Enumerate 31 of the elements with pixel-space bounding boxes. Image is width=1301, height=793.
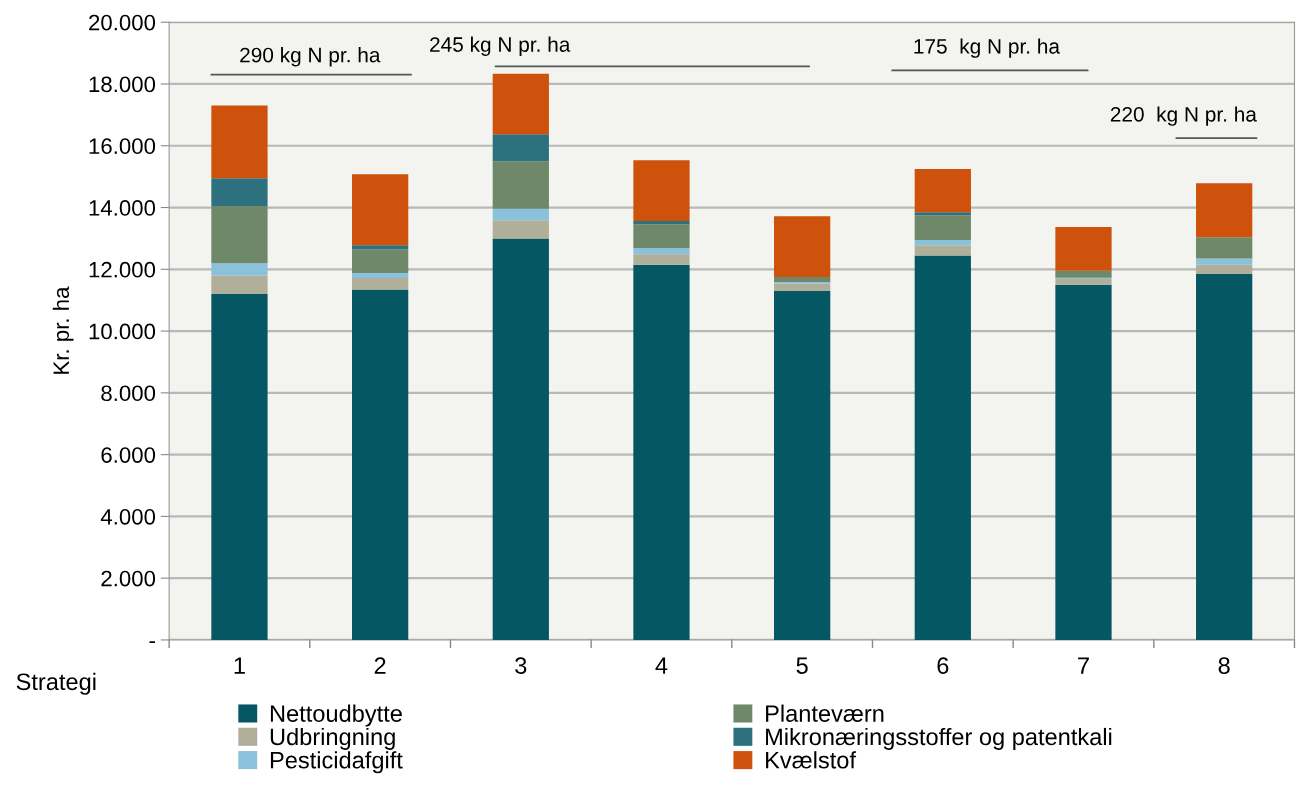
- legend-label: Pesticidafgift: [270, 751, 403, 774]
- legend-label: Mikronæringsstoffer og patentkali: [766, 727, 1112, 750]
- y-tick-label: 12.000: [89, 261, 156, 278]
- legend-label: Udbringning: [270, 727, 395, 750]
- y-tick-label: 8.000: [101, 385, 156, 402]
- annotation: 290 kg N pr. ha: [240, 47, 381, 67]
- y-axis-title: Kr. pr. ha: [52, 286, 74, 374]
- y-tick-label: 10.000: [89, 323, 156, 340]
- legend-label: Kvælstof: [766, 751, 857, 769]
- x-tick-label: 4: [655, 657, 668, 674]
- annotation: 175 kg N pr. ha: [914, 38, 1060, 58]
- x-tick-label: 2: [374, 657, 386, 674]
- y-tick-label: 20.000: [89, 14, 156, 31]
- y-tick-label: -: [149, 641, 155, 643]
- annotation: 220 kg N pr. ha: [1110, 106, 1257, 126]
- x-tick-label: 1: [234, 657, 245, 674]
- x-tick-label: 7: [1078, 657, 1089, 674]
- y-tick-label: 4.000: [100, 508, 156, 525]
- y-tick-label: 2.000: [101, 570, 156, 587]
- x-tick-label: 5: [796, 657, 808, 674]
- legend-label: Planteværn: [766, 704, 884, 722]
- y-tick-label: 6.000: [101, 447, 156, 463]
- y-tick-label: 18.000: [89, 76, 156, 93]
- x-axis-title: Strategi: [16, 672, 96, 695]
- annotation: 245 kg N pr. ha: [430, 36, 571, 57]
- y-tick-label: 16.000: [89, 138, 156, 155]
- x-tick-label: 6: [937, 657, 949, 674]
- x-tick-label: 3: [515, 657, 527, 674]
- y-tick-label: 14.000: [89, 200, 156, 216]
- legend-label: Nettoudbytte: [270, 704, 402, 727]
- x-tick-label: 8: [1218, 657, 1230, 674]
